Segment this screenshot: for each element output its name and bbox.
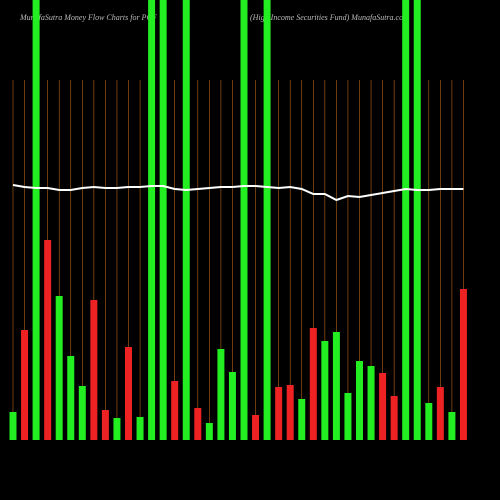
bar [148, 0, 156, 440]
bar [44, 240, 52, 440]
bar [113, 418, 121, 440]
bar [90, 300, 98, 440]
bar [286, 385, 294, 440]
bar [275, 387, 283, 440]
price-line [12, 184, 464, 202]
bar [240, 0, 248, 440]
bar [425, 403, 433, 440]
bar [263, 0, 271, 440]
bar [321, 341, 329, 440]
chart-subtitle: (High Income Securities Fund) MunafaSutr… [250, 13, 409, 22]
bar [379, 373, 387, 440]
bar [402, 0, 410, 440]
bar [413, 0, 421, 440]
bar [205, 423, 213, 440]
bar [101, 410, 109, 440]
bar [309, 328, 317, 440]
bar [252, 415, 260, 440]
bar [32, 0, 40, 440]
bar [356, 361, 363, 440]
bar [159, 0, 167, 440]
chart-title: MunafaSutra Money Flow Charts for PCF [19, 13, 157, 22]
bar [55, 296, 63, 440]
bar [332, 332, 340, 440]
bar [125, 347, 132, 440]
bar [21, 330, 29, 440]
bar [448, 412, 456, 440]
bar [182, 0, 190, 440]
bar [78, 386, 86, 440]
bar [171, 381, 179, 440]
bar [228, 372, 236, 440]
bar [390, 396, 398, 440]
bar [217, 349, 225, 440]
bar [344, 393, 352, 440]
bar [298, 399, 306, 440]
bar [436, 387, 444, 440]
bar [67, 356, 75, 440]
bar [367, 366, 375, 440]
bar [194, 408, 202, 440]
bar [9, 412, 17, 440]
bar [136, 417, 144, 440]
bar [459, 289, 467, 440]
